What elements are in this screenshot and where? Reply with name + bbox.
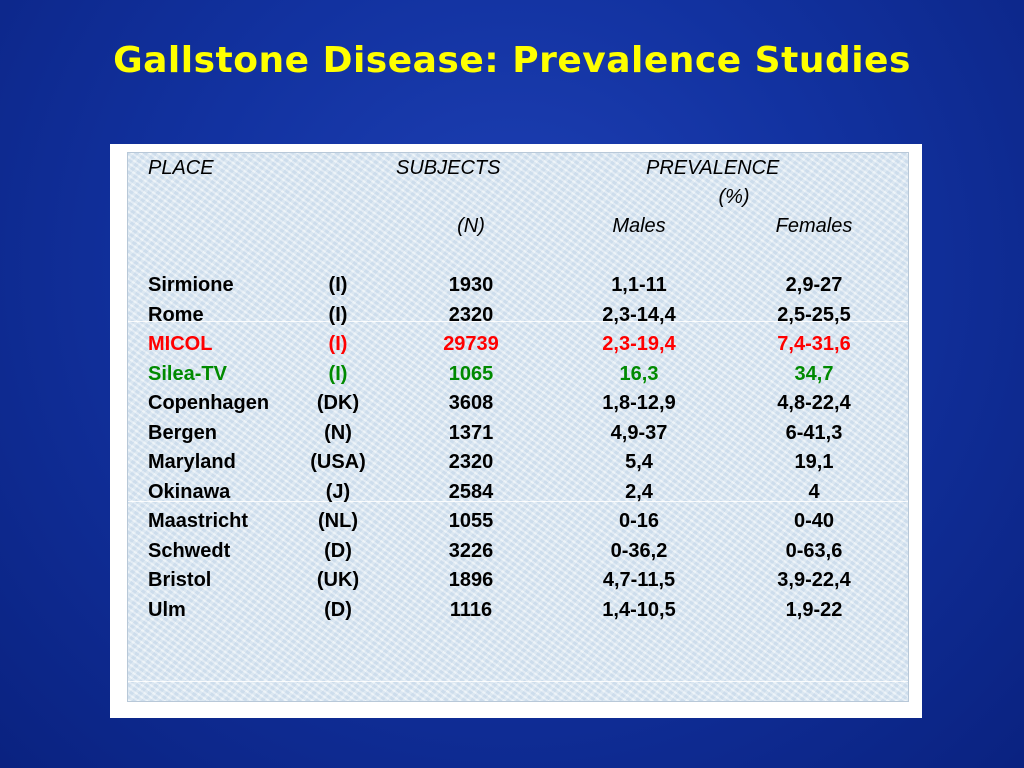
tile-divider [128, 501, 908, 502]
row-males: 4,7-11,5 [602, 569, 676, 591]
table-frame: PLACE SUBJECTS PREVALENCE (%) (N) Males … [110, 144, 922, 718]
row-males: 0-16 [618, 510, 660, 532]
row-place: Bristol [148, 569, 212, 591]
row-males: 2,3-19,4 [602, 333, 676, 355]
row-subjects: 1116 [449, 598, 493, 621]
row-subjects: 3608 [448, 392, 494, 414]
header-prevalence-unit: (%) [718, 186, 750, 208]
row-females: 19,1 [794, 451, 834, 473]
row-females: 0-63,6 [785, 539, 843, 562]
row-country: (DK) [316, 392, 360, 414]
row-subjects: 1896 [448, 569, 494, 591]
row-males: 0-36,2 [610, 539, 668, 562]
row-males: 1,1-11 [611, 274, 667, 296]
row-subjects: 2584 [448, 480, 494, 503]
row-place: Rome [148, 303, 204, 326]
header-males: Males [612, 215, 666, 237]
row-males: 1,8-12,9 [602, 392, 676, 414]
table-panel: PLACE SUBJECTS PREVALENCE (%) (N) Males … [127, 152, 909, 702]
row-males: 4,9-37 [610, 421, 668, 444]
row-place: Maryland [148, 451, 236, 473]
row-place: Okinawa [148, 480, 231, 503]
header-prevalence: PREVALENCE [646, 157, 780, 179]
row-females: 4 [808, 480, 820, 503]
row-country: (I) [328, 274, 348, 296]
row-females: 3,9-22,4 [777, 569, 851, 591]
row-subjects: 1065 [448, 362, 494, 385]
row-place: Ulm [148, 598, 186, 621]
row-country: (UK) [316, 569, 360, 591]
row-country: (I) [328, 333, 348, 355]
header-place: PLACE [148, 157, 214, 179]
row-females: 0-40 [793, 510, 835, 532]
row-subjects: 1055 [448, 510, 494, 532]
row-females: 7,4-31,6 [777, 333, 851, 355]
header-females: Females [775, 215, 853, 237]
row-males: 1,4-10,5 [602, 598, 676, 621]
row-country: (D) [324, 598, 352, 621]
row-subjects: 2320 [448, 451, 494, 473]
row-place: Sirmione [148, 274, 234, 296]
tile-divider [128, 681, 908, 682]
row-females: 1,9-22 [785, 598, 843, 621]
row-males: 2,4 [625, 480, 653, 503]
row-place: Maastricht [148, 510, 249, 532]
row-females: 34,7 [794, 362, 834, 385]
row-females: 6-41,3 [785, 421, 843, 444]
row-males: 16,3 [619, 362, 659, 385]
row-country: (NL) [318, 510, 358, 532]
row-males: 2,3-14,4 [602, 303, 676, 326]
row-place: Bergen [148, 421, 217, 444]
row-place: MICOL [148, 333, 213, 355]
row-place: Schwedt [148, 539, 231, 562]
row-females: 2,5-25,5 [777, 303, 851, 326]
row-subjects: 3226 [448, 539, 494, 562]
slide-title: Gallstone Disease: Prevalence Studies [113, 40, 911, 81]
row-subjects: 2320 [448, 303, 494, 326]
row-place: Copenhagen [148, 392, 270, 414]
header-subjects: SUBJECTS [396, 157, 501, 179]
row-country: (USA) [310, 451, 366, 473]
row-subjects: 1371 [448, 421, 494, 444]
row-females: 2,9-27 [785, 274, 843, 296]
row-country: (J) [325, 480, 351, 503]
row-females: 4,8-22,4 [777, 392, 851, 414]
row-subjects: 1930 [448, 274, 494, 296]
row-country: (I) [328, 303, 348, 326]
row-males: 5,4 [625, 451, 653, 473]
row-country: (D) [324, 539, 352, 562]
row-country: (I) [328, 362, 348, 385]
tile-divider [128, 321, 908, 322]
row-subjects: 29739 [443, 333, 499, 355]
header-n: (N) [457, 215, 485, 237]
row-place: Silea-TV [148, 362, 227, 385]
row-country: (N) [324, 421, 352, 444]
